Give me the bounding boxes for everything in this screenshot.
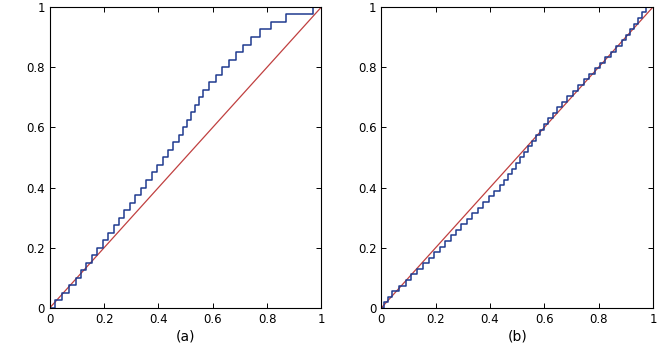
X-axis label: (a): (a) <box>176 330 196 344</box>
X-axis label: (b): (b) <box>507 330 527 344</box>
